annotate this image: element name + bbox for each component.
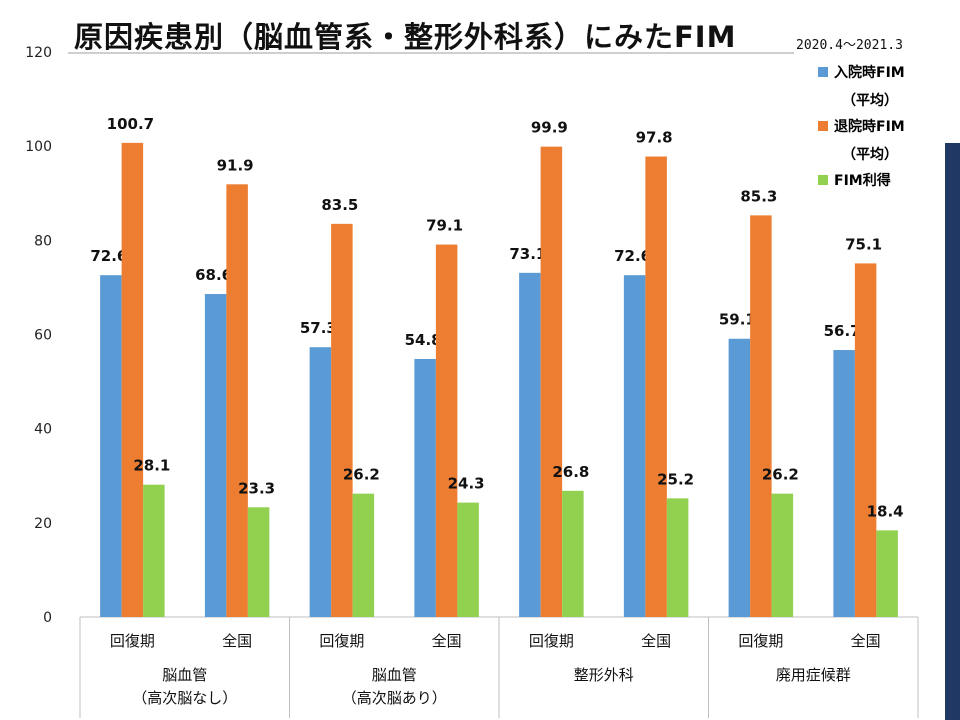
data-label: 85.3 [740, 187, 777, 205]
data-label: 72.6 [614, 247, 651, 265]
data-label: 25.2 [657, 470, 694, 488]
group-label: 脳血管 [372, 666, 417, 684]
category-label: 全国 [222, 632, 252, 650]
category-label: 回復期 [319, 632, 364, 650]
legend-label: 退院時FIM [834, 119, 905, 135]
data-label: 23.3 [238, 479, 275, 497]
data-label: 57.3 [300, 319, 337, 337]
data-label: 26.2 [343, 466, 380, 484]
data-label: 97.8 [636, 129, 673, 147]
bar [143, 484, 165, 617]
side-accent-dark [945, 143, 960, 720]
group-label: 脳血管 [162, 666, 207, 684]
data-label: 73.1 [509, 245, 546, 263]
y-tick-label: 80 [34, 233, 52, 249]
data-label: 18.4 [867, 502, 904, 520]
legend-sublabel: （平均） [842, 93, 898, 109]
bar [771, 493, 794, 617]
bar [247, 507, 270, 617]
y-tick-label: 120 [25, 45, 52, 61]
data-label: 26.2 [762, 466, 799, 484]
bar [309, 347, 332, 617]
legend-label: FIM利得 [834, 173, 891, 189]
data-label: 100.7 [107, 115, 154, 133]
bar [226, 184, 248, 617]
bar [833, 350, 855, 617]
data-label: 83.5 [321, 196, 358, 214]
category-label: 回復期 [738, 632, 783, 650]
group-sublabel: （高次脳あり） [342, 689, 447, 707]
legend-item: 入院時FIM （平均） [818, 62, 905, 110]
legend-swatch [818, 67, 828, 77]
date-range: 2020.4～2021.3 [796, 38, 903, 53]
bar [562, 490, 584, 617]
y-tick-label: 100 [25, 139, 52, 155]
y-tick-label: 60 [34, 328, 52, 344]
legend-swatch [818, 121, 828, 131]
y-tick-label: 0 [43, 610, 52, 626]
bar [666, 498, 689, 617]
title-divider [68, 52, 794, 54]
bar [876, 530, 898, 617]
bar [121, 142, 144, 617]
data-label: 59.1 [719, 311, 756, 329]
bar [623, 275, 646, 617]
bar [540, 146, 563, 617]
data-label: 28.1 [133, 457, 170, 475]
data-label: 24.3 [448, 475, 485, 493]
data-label: 72.6 [90, 247, 127, 265]
side-accent-bar [945, 0, 960, 720]
category-label: 回復期 [529, 632, 574, 650]
group-sublabel: （高次脳なし） [132, 689, 237, 707]
category-label: 全国 [851, 632, 881, 650]
data-label: 91.9 [217, 156, 254, 174]
category-label: 全国 [432, 632, 462, 650]
bar [435, 244, 458, 617]
bar [331, 223, 353, 617]
bar [100, 275, 122, 617]
legend-sublabel: （平均） [842, 147, 898, 163]
bar [645, 156, 667, 617]
data-label: 56.7 [824, 322, 861, 340]
group-label: 廃用症候群 [776, 666, 851, 684]
legend-label: 入院時FIM [834, 65, 905, 81]
y-tick-label: 20 [34, 516, 52, 532]
data-label: 54.8 [405, 331, 442, 349]
data-label: 79.1 [426, 217, 463, 235]
bar [728, 338, 751, 617]
bar [854, 263, 877, 617]
legend-swatch [818, 175, 828, 185]
page-title: 原因疾患別（脳血管系・整形外科系）にみたFIM [74, 20, 737, 54]
category-label: 回復期 [110, 632, 155, 650]
y-tick-label: 40 [34, 422, 52, 438]
bar [352, 493, 375, 617]
bar [414, 358, 436, 617]
group-label: 整形外科 [574, 666, 634, 684]
data-label: 99.9 [531, 119, 568, 137]
data-label: 26.8 [552, 463, 589, 481]
data-label: 75.1 [845, 235, 882, 253]
bar [519, 272, 541, 617]
chart-legend: 入院時FIM （平均） 退院時FIM （平均） FIM利得 [818, 62, 905, 196]
category-label: 全国 [641, 632, 671, 650]
legend-item: FIM利得 [818, 170, 905, 190]
legend-item: 退院時FIM （平均） [818, 116, 905, 164]
bar [204, 294, 227, 617]
bar [457, 502, 479, 617]
bar [750, 215, 772, 618]
data-label: 68.6 [195, 266, 232, 284]
